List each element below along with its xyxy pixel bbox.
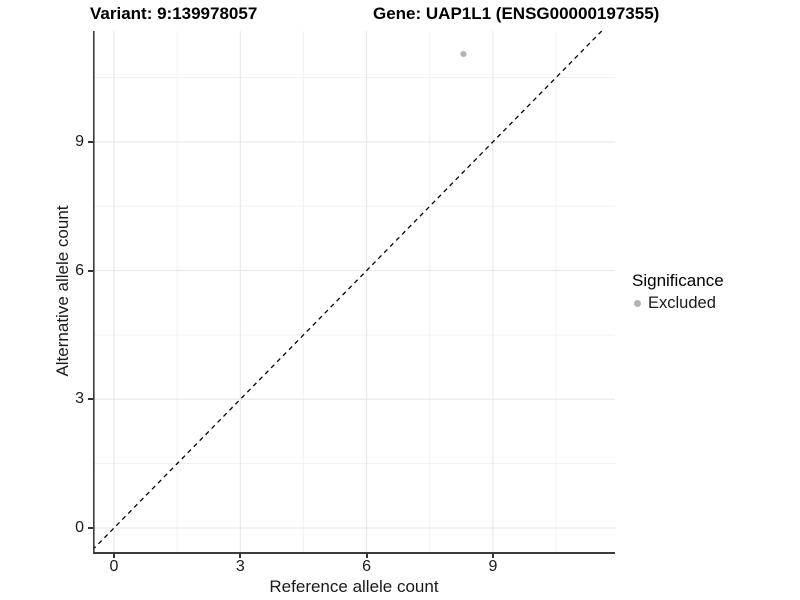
y-tickmark — [88, 140, 93, 143]
legend-item-excluded: Excluded — [632, 294, 724, 313]
legend-title: Significance — [632, 271, 724, 290]
plot-panel — [93, 31, 615, 554]
plot-title-gene: Gene: UAP1L1 (ENSG00000197355) — [373, 4, 660, 23]
plot-canvas — [93, 31, 615, 554]
y-tick-label: 9 — [75, 132, 84, 150]
plot-title-variant: Variant: 9:139978057 — [90, 4, 258, 23]
y-tick-label: 3 — [75, 390, 84, 408]
y-tickmark — [88, 527, 93, 529]
x-tick-label: 9 — [488, 558, 498, 575]
y-tick-label: 0 — [75, 519, 84, 536]
legend-key-dot — [634, 300, 641, 307]
x-axis-label: Reference allele count — [269, 577, 439, 596]
y-tickmark — [88, 398, 93, 401]
y-tick-label: 6 — [75, 261, 84, 279]
x-tickmark — [491, 553, 494, 558]
identity-dashed-line — [93, 31, 603, 551]
x-tickmark — [239, 553, 242, 558]
x-tickmark — [365, 553, 368, 558]
x-tick-label: 0 — [109, 558, 119, 575]
y-axis-label: Alternative allele count — [53, 205, 72, 377]
x-tickmark — [113, 553, 115, 558]
x-tick-label: 3 — [235, 558, 245, 575]
y-tickmark — [88, 269, 93, 272]
data-point — [460, 50, 467, 58]
legend-item-label: Excluded — [648, 294, 716, 312]
legend: Significance Excluded — [632, 271, 724, 313]
x-tick-label: 6 — [362, 558, 372, 575]
